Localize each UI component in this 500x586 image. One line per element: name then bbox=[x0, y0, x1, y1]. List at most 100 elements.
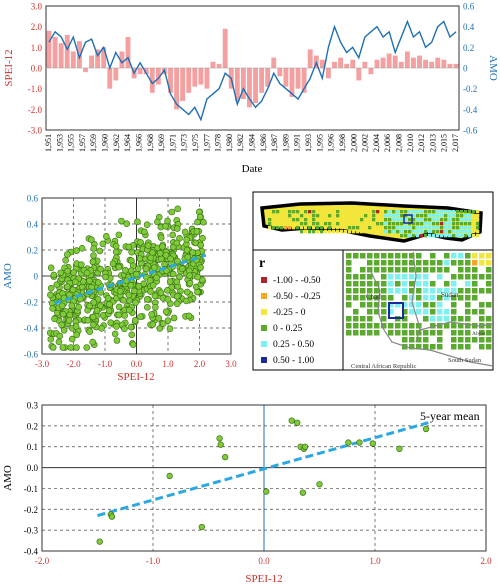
scatter-point bbox=[50, 271, 58, 279]
scatter-point bbox=[115, 311, 123, 319]
scatter-point bbox=[131, 317, 139, 324]
zoom-map-cell bbox=[367, 288, 373, 294]
study-area-cell bbox=[452, 226, 456, 230]
spei-bar bbox=[234, 68, 240, 102]
zoom-map-cell bbox=[367, 316, 373, 322]
zoom-map-cell bbox=[430, 323, 436, 329]
zoom-map-cell bbox=[451, 260, 457, 266]
study-area-cell bbox=[320, 230, 324, 234]
scatter-point bbox=[186, 279, 194, 287]
date-tick-label: 1,957 bbox=[78, 134, 87, 152]
date-tick-label: 1,960 bbox=[101, 134, 110, 152]
left-tick-label: 0.0 bbox=[31, 64, 43, 74]
zoom-map-cell bbox=[486, 302, 492, 308]
zoom-map-cell bbox=[395, 302, 401, 308]
study-area-cell bbox=[392, 226, 396, 230]
study-area-cell bbox=[416, 230, 420, 234]
date-tick-label: 2,013 bbox=[428, 134, 437, 152]
zoom-map-cell bbox=[465, 253, 471, 259]
right-tick-label: -0.4 bbox=[463, 105, 478, 115]
zoom-map-cell bbox=[486, 274, 492, 280]
zoom-map-cell bbox=[423, 274, 429, 280]
study-area-cell bbox=[452, 218, 456, 222]
study-area-cell bbox=[276, 222, 280, 226]
date-tick-label: 1,966 bbox=[134, 134, 143, 152]
study-area-cell bbox=[460, 214, 464, 218]
date-tick-label: 1,953 bbox=[55, 134, 64, 152]
study-area-cell bbox=[328, 218, 332, 222]
zoom-map-cell bbox=[465, 344, 471, 350]
right-tick-label: 0.2 bbox=[463, 43, 474, 53]
legend-title: r bbox=[259, 256, 265, 271]
five-year-point bbox=[356, 439, 363, 446]
study-area-cell bbox=[468, 230, 472, 234]
study-area-cell bbox=[356, 218, 360, 222]
zoom-map-cell bbox=[451, 281, 457, 287]
study-area-cell bbox=[332, 230, 336, 234]
zoom-map-cell bbox=[416, 274, 422, 280]
study-area-cell bbox=[360, 230, 364, 234]
scatter-x-tick-label: 3.0 bbox=[225, 359, 237, 369]
scatter-point bbox=[72, 323, 80, 330]
scatter-point bbox=[112, 242, 120, 250]
study-area-cell bbox=[400, 210, 404, 214]
spei-bar bbox=[325, 68, 331, 79]
zoom-map-cell bbox=[430, 316, 436, 322]
date-tick-label: 1,973 bbox=[180, 134, 189, 152]
zoom-map-cell bbox=[346, 281, 352, 287]
zoom-map-cell bbox=[388, 260, 394, 266]
study-area-cell bbox=[284, 218, 288, 222]
study-area-cell bbox=[400, 226, 404, 230]
zoom-map-cell bbox=[360, 323, 366, 329]
scatter-point bbox=[159, 243, 166, 250]
scatter-point bbox=[162, 251, 170, 259]
legend-swatch bbox=[261, 341, 267, 347]
scatter-point bbox=[154, 218, 161, 226]
study-area-cell bbox=[304, 214, 308, 218]
zoom-map-cell bbox=[430, 288, 436, 294]
zoom-map-cell bbox=[458, 253, 464, 259]
scatter-point bbox=[70, 269, 77, 276]
scatter-point bbox=[131, 287, 138, 295]
zoom-map-cell bbox=[423, 302, 429, 308]
left-tick-label: -2.0 bbox=[28, 105, 43, 115]
spei-bar bbox=[101, 47, 107, 68]
zoom-map-cell bbox=[374, 302, 380, 308]
study-area-cell bbox=[288, 218, 292, 222]
spei-bar bbox=[344, 63, 350, 68]
zoom-map-cell bbox=[409, 253, 415, 259]
study-area-cell bbox=[424, 210, 428, 214]
study-area-cell bbox=[384, 218, 388, 222]
zoom-map-cell bbox=[346, 302, 352, 308]
five-year-frame bbox=[41, 404, 487, 552]
study-area-cell bbox=[352, 218, 356, 222]
zoom-map-cell bbox=[451, 274, 457, 280]
date-tick-label: 1,984 bbox=[248, 134, 257, 152]
five-year-grid bbox=[42, 405, 486, 551]
study-area-cell bbox=[392, 218, 396, 222]
date-tick-label: 1,998 bbox=[338, 134, 347, 152]
zoom-map-cell bbox=[402, 330, 408, 336]
study-area-cell bbox=[372, 218, 376, 222]
scatter-point bbox=[63, 283, 71, 291]
scatter-point bbox=[164, 287, 171, 294]
study-area-cell bbox=[316, 222, 320, 226]
zoom-map-cell bbox=[486, 316, 492, 322]
zoom-map-cell bbox=[430, 260, 436, 266]
date-tick-labels: 1,951 1,953 1,955 1,957 1,959 1,960 1,962 1,964… bbox=[44, 134, 460, 152]
scatter-point bbox=[68, 335, 76, 343]
zoom-map-cell bbox=[353, 309, 359, 315]
spei-bar bbox=[356, 68, 362, 81]
study-area-cell bbox=[464, 218, 468, 222]
date-tick-label: 2,015 bbox=[440, 134, 449, 152]
study-area-cell bbox=[372, 222, 376, 226]
zoom-map-cell bbox=[472, 295, 478, 301]
zoom-map-cell bbox=[416, 337, 422, 343]
right-tick-label: 0 bbox=[463, 64, 468, 74]
scatter-point bbox=[107, 319, 114, 326]
scatter-point bbox=[164, 296, 172, 303]
study-area-cell bbox=[428, 230, 432, 234]
label-abyei: Abyei bbox=[472, 331, 486, 337]
spei-bar bbox=[186, 68, 192, 93]
